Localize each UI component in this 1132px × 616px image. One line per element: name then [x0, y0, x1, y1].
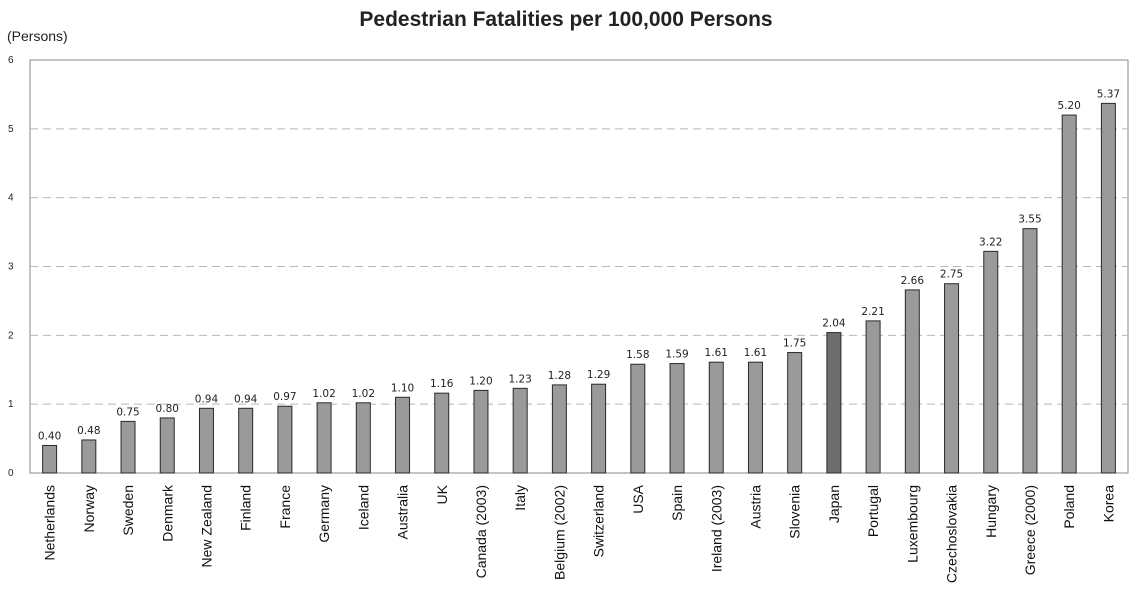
bar	[591, 383, 607, 474]
category-label: New Zealand	[198, 485, 214, 568]
bar-value-label: 0.80	[156, 403, 179, 415]
y-tick-label: 3	[8, 262, 14, 273]
bar	[120, 420, 136, 474]
category-label: Norway	[81, 485, 97, 532]
bar-value-label: 1.02	[312, 388, 335, 400]
y-tick-label: 5	[8, 124, 14, 135]
bar	[355, 402, 371, 474]
category-label: Poland	[1061, 485, 1077, 529]
category-label: Portugal	[865, 485, 881, 537]
bar	[473, 389, 489, 474]
bar-value-label: 1.20	[469, 375, 492, 387]
category-label: Denmark	[159, 484, 175, 542]
category-label: Iceland	[355, 485, 371, 530]
bar	[669, 363, 685, 474]
bar-value-label: 1.29	[587, 369, 610, 381]
bar-value-label: 1.23	[508, 373, 531, 385]
y-tick-label: 1	[8, 399, 14, 410]
category-label: Ireland (2003)	[708, 485, 724, 572]
category-label: Switzerland	[591, 485, 607, 557]
bar-value-label: 2.04	[822, 318, 846, 330]
bar-value-label: 0.48	[77, 425, 100, 437]
category-label: Luxembourg	[904, 485, 920, 563]
bar-value-label: 1.02	[352, 388, 375, 400]
bars	[42, 102, 1116, 474]
bar-value-label: 1.58	[626, 349, 649, 361]
bar	[395, 396, 411, 474]
category-label: Italy	[512, 485, 528, 511]
y-tick-label: 6	[8, 55, 14, 66]
bar	[747, 361, 763, 474]
category-label: Canada (2003)	[473, 485, 489, 578]
category-label: Belgium (2002)	[551, 485, 567, 580]
bar-value-label: 3.22	[979, 236, 1002, 248]
bar-value-label: 2.66	[901, 275, 925, 287]
bar-value-label: 0.40	[38, 430, 61, 442]
bar-value-label: 0.75	[116, 406, 139, 418]
bar	[551, 384, 567, 474]
bar	[865, 320, 881, 474]
bar-value-label: 1.59	[665, 349, 688, 361]
category-label: Netherlands	[42, 485, 58, 561]
category-label: Spain	[669, 485, 685, 521]
bar	[708, 361, 724, 474]
category-label: Austria	[747, 485, 763, 529]
y-tick-label: 4	[8, 193, 14, 204]
bar	[512, 387, 528, 474]
category-label: Germany	[316, 485, 332, 543]
bar-value-label: 2.75	[940, 269, 963, 281]
bar	[277, 405, 293, 474]
category-label: Sweden	[120, 485, 136, 536]
category-label: Korea	[1100, 485, 1116, 523]
bar-value-label: 0.97	[273, 391, 296, 403]
category-label: France	[277, 485, 293, 529]
bar-value-label: 5.37	[1097, 88, 1120, 100]
category-label: Finland	[238, 485, 254, 531]
bar-value-label: 2.21	[861, 306, 884, 318]
bar-value-label: 3.55	[1018, 214, 1041, 226]
bar	[1022, 228, 1038, 474]
bar	[42, 444, 58, 474]
category-label: Greece (2000)	[1022, 485, 1038, 575]
bar-value-label: 1.61	[705, 347, 728, 359]
bar	[904, 289, 920, 474]
bar	[944, 283, 960, 474]
bar-value-label: 0.94	[234, 393, 258, 405]
bar	[826, 332, 842, 474]
bar	[1061, 114, 1077, 474]
bar	[787, 352, 803, 474]
chart-title: Pedestrian Fatalities per 100,000 Person…	[359, 8, 773, 31]
category-label: Slovenia	[787, 485, 803, 539]
y-tick-label: 0	[8, 468, 14, 479]
bar	[316, 402, 332, 474]
category-label: Hungary	[983, 485, 999, 538]
bar	[238, 407, 254, 474]
category-label: Japan	[826, 485, 842, 523]
category-label: USA	[630, 484, 646, 513]
value-labels: 0.40 0.48 0.75 0.80 0.94 0.94 0.97 1.02 1.02 1.10…	[38, 88, 1120, 442]
y-tick-label: 2	[8, 330, 14, 341]
category-label: Czechoslovakia	[944, 485, 960, 583]
y-axis-unit-label: (Persons)	[7, 28, 68, 44]
bar	[159, 417, 175, 474]
bar-value-label: 0.94	[195, 393, 219, 405]
bar-value-label: 1.16	[430, 378, 454, 390]
bar	[81, 439, 97, 474]
category-label: Australia	[395, 485, 411, 540]
bar-value-label: 1.75	[783, 338, 806, 350]
bar-value-label: 1.10	[391, 382, 414, 394]
bar	[198, 407, 214, 474]
bar	[434, 392, 450, 474]
bar	[1100, 102, 1116, 474]
category-labels: Netherlands Norway Sweden Denmark New Zealan…	[42, 484, 1117, 583]
bar-value-label: 5.20	[1057, 100, 1080, 112]
y-tick-labels: 0 1 2 3 4 5 6	[8, 55, 14, 479]
bar-value-label: 1.61	[744, 347, 767, 359]
bar	[630, 363, 646, 474]
bar	[983, 250, 999, 474]
bar-value-label: 1.28	[548, 370, 571, 382]
category-label: UK	[434, 484, 450, 504]
